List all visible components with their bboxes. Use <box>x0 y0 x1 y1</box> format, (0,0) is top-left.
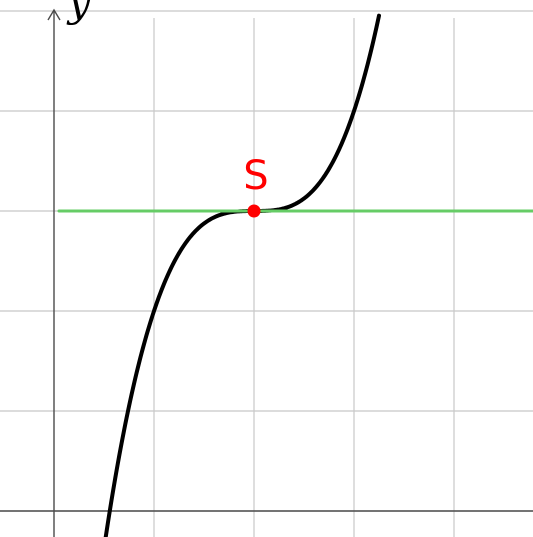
point-label: S <box>243 153 268 199</box>
y-axis-arrow <box>47 8 61 21</box>
cubic-curve <box>103 13 381 537</box>
point-marker <box>247 204 261 218</box>
grid <box>0 10 533 537</box>
points-layer: S <box>243 153 269 218</box>
y-axis-label: y <box>66 0 92 26</box>
series-layer <box>57 13 533 537</box>
axes <box>0 8 533 537</box>
